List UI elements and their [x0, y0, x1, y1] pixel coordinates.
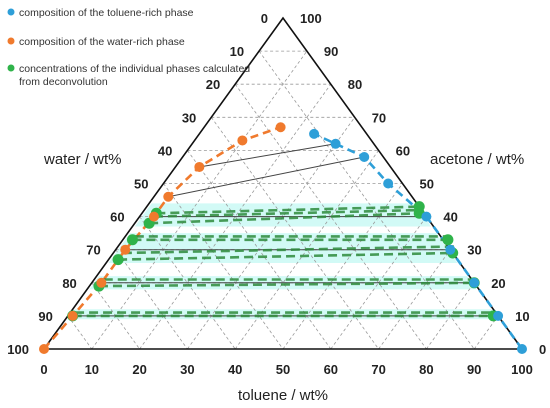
legend-label-toluene-rich: composition of the toluene-rich phase [19, 7, 194, 19]
right-tick-label: 30 [467, 243, 481, 258]
grid-line-toluene-70 [378, 249, 451, 350]
left-tick-label: 60 [110, 210, 124, 225]
grid-line-water-20 [234, 83, 427, 350]
water-rich-point [163, 191, 174, 202]
data-points [39, 122, 527, 354]
legend-label-water-rich: composition of the water-rich phase [19, 36, 185, 48]
deconvolution-point [126, 234, 138, 246]
grid-line-toluene-90 [473, 315, 499, 350]
right-tick-label: 0 [539, 342, 546, 357]
water-rich-point [39, 344, 49, 354]
legend-marker-toluene-rich [7, 8, 15, 16]
right-tick-label: 50 [420, 177, 434, 192]
grid-line-water-70 [115, 249, 188, 350]
water-rich-point [96, 277, 107, 288]
left-tick-label: 20 [206, 77, 220, 92]
bottom-tick-label: 0 [40, 362, 47, 377]
grid-line-toluene-50 [282, 183, 403, 350]
deconvolution-line-10 [156, 205, 420, 215]
tie-line-1 [168, 156, 365, 198]
bottom-tick-label: 50 [276, 362, 290, 377]
grid-line-water-30 [210, 117, 379, 350]
left-tick-label: 40 [158, 143, 172, 158]
grid-line-water-90 [67, 315, 93, 350]
right-tick-label: 10 [515, 309, 529, 324]
water-rich-point [67, 310, 78, 321]
legend-label-deconvolution-line-1: concentrations of the individual phases … [19, 63, 250, 75]
left-tick-label: 80 [62, 276, 76, 291]
water-rich-point [148, 211, 159, 222]
legend-label-deconvolution-line-2: from deconvolution [19, 76, 108, 88]
toluene-rich-point [421, 211, 432, 222]
toluene-rich-point [383, 178, 394, 189]
right-tick-label: 100 [300, 11, 322, 26]
left-tick-label: 50 [134, 177, 148, 192]
bottom-tick-label: 40 [228, 362, 242, 377]
bottom-tick-label: 100 [511, 362, 533, 377]
toluene-rich-point [359, 152, 370, 163]
left-tick-label: 30 [182, 110, 196, 125]
right-axis-title: acetone / wt% [430, 151, 524, 168]
left-tick-label: 70 [86, 243, 100, 258]
bottom-tick-label: 80 [419, 362, 433, 377]
water-rich-point [237, 135, 248, 146]
bottom-tick-label: 90 [467, 362, 481, 377]
highlight-bands [67, 203, 499, 320]
grid [67, 50, 499, 350]
toluene-rich-point [517, 344, 527, 354]
bottom-tick-label: 30 [180, 362, 194, 377]
deconvolution-line-2 [98, 281, 475, 288]
right-tick-label: 80 [348, 77, 362, 92]
right-tick-label: 40 [443, 210, 457, 225]
grid-line-toluene-10 [91, 50, 308, 350]
bottom-tick-label: 60 [324, 362, 338, 377]
grid-line-toluene-20 [139, 83, 332, 350]
tie-lines [72, 143, 499, 317]
tick-labels: 0 10 20 30 40 50 60 70 80 90 100010203040506070809… [7, 11, 546, 377]
triangle-frame [42, 16, 524, 350]
right-tick-label: 90 [324, 44, 338, 59]
left-axis-title: water / wt% [43, 151, 122, 168]
left-tick-label: 100 [7, 342, 29, 357]
bottom-axis-title: toluene / wt% [238, 387, 328, 404]
toluene-rich-point [330, 138, 341, 149]
legend-marker-deconvolution [7, 64, 15, 72]
right-tick-label: 20 [491, 276, 505, 291]
deconvolution-point [112, 254, 124, 266]
toluene-rich-point [493, 310, 504, 321]
bottom-tick-label: 20 [132, 362, 146, 377]
left-tick-label: 90 [38, 309, 52, 324]
grid-line-water-10 [258, 50, 475, 350]
water-rich-point [275, 122, 286, 133]
grid-line-water-50 [163, 183, 284, 350]
bottom-tick-label: 10 [85, 362, 99, 377]
triangle-outline [42, 16, 524, 350]
tie-line-0 [199, 143, 336, 168]
grid-line-toluene-30 [187, 117, 356, 350]
water-rich-point [194, 161, 205, 172]
deconvolution-line-8 [149, 211, 420, 225]
right-tick-label: 60 [396, 143, 410, 158]
right-tick-label: 70 [372, 110, 386, 125]
deconvolution-point [413, 201, 425, 213]
deconvolution-line-9 [153, 208, 422, 218]
bottom-tick-label: 70 [371, 362, 385, 377]
water-rich-point [120, 244, 131, 255]
toluene-rich-point [469, 277, 480, 288]
deconvolution-point [442, 234, 454, 246]
toluene-rich-point [445, 244, 456, 255]
deconvolution-lines [72, 205, 496, 318]
highlight-band-0 [67, 309, 499, 320]
left-tick-label: 0 [261, 11, 268, 26]
legend-label-deconvolution: concentrations of the individual phases … [19, 63, 250, 88]
left-tick-label: 10 [230, 44, 244, 59]
toluene-rich-point [309, 128, 320, 139]
legend-marker-water-rich [7, 37, 15, 45]
legend: composition of the toluene-rich phase co… [7, 7, 250, 88]
